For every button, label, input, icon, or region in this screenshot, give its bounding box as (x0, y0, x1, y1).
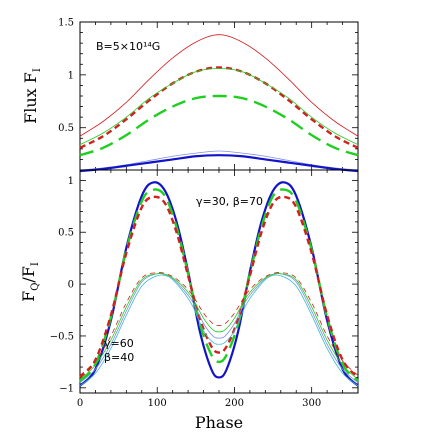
bottom-ylabel-tail-sub: I (30, 262, 41, 266)
bottom-axis-ticks: 0 100 200 300 −1 −0.5 0 0.5 1 (50, 169, 359, 409)
bottom-y-tick-label: 0.5 (58, 228, 74, 239)
bottom-y-tick-label: 1 (68, 176, 74, 187)
bottom-series-red-thick-dash (79, 195, 359, 379)
top-ylabel: Flux FI (21, 68, 43, 124)
bottom-series-cyan-thin (79, 274, 359, 387)
annotation-gamma60: γ=60 (104, 337, 134, 350)
bottom-series-lightblue-thin (79, 272, 359, 383)
bottom-y-tick-label: 0 (68, 280, 74, 291)
x-tick-label: 100 (148, 398, 167, 409)
top-y-tick-label: 1 (68, 70, 74, 81)
top-panel: 0.5 1 1.5 B=5×10¹⁴G Flux FI (21, 18, 359, 173)
top-ylabel-sub: I (32, 68, 43, 72)
x-axis-label: Phase (195, 413, 243, 432)
top-ylabel-main: Flux F (21, 72, 40, 124)
annotation-beta40: β=40 (104, 351, 134, 364)
top-series-green-thin (79, 68, 359, 145)
bottom-y-tick-label: −0.5 (50, 331, 74, 342)
bottom-panel: 0 100 200 300 −1 −0.5 0 0.5 1 γ=30, β=70 γ=60 β=… (19, 169, 359, 432)
bottom-series-group (79, 181, 359, 387)
top-series-group (79, 34, 359, 173)
top-axis-ticks: 0.5 1 1.5 (58, 18, 359, 171)
bottom-series-green-long-dash (79, 188, 359, 383)
bottom-ylabel: FQ/FI (19, 262, 41, 302)
x-tick-label: 300 (302, 398, 321, 409)
top-series-blue-thick (79, 154, 359, 173)
bottom-series-blue-thick (79, 181, 359, 387)
bottom-series-red-thin-dash (79, 272, 359, 376)
bottom-series-green-thin (79, 273, 359, 380)
top-y-tick-label: 0.5 (58, 123, 74, 134)
x-tick-label: 0 (77, 398, 83, 409)
bottom-y-tick-label: −1 (59, 383, 74, 394)
top-series-green-long-dash (79, 94, 359, 157)
bottom-ylabel-sub: Q (30, 283, 41, 291)
x-tick-label: 200 (225, 398, 244, 409)
bottom-ylabel-tail: /F (19, 266, 38, 283)
annotation-gamma30-beta70: γ=30, β=70 (196, 195, 263, 208)
top-series-red-thin (79, 34, 359, 137)
top-series-red-thick-dash (79, 66, 359, 149)
bottom-ylabel-main: F (19, 291, 38, 302)
top-annotation: B=5×10¹⁴G (96, 40, 160, 53)
top-y-tick-label: 1.5 (58, 18, 74, 29)
